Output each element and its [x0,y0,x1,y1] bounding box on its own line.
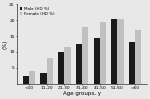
Bar [23,76,29,84]
Bar [40,73,47,84]
Y-axis label: (%): (%) [3,39,8,49]
Bar [47,58,53,84]
Bar [64,47,70,84]
Legend: Male (HD %), Female (HD %): Male (HD %), Female (HD %) [19,6,55,17]
Bar [29,71,35,84]
Bar [94,38,100,84]
Bar [100,22,106,84]
Bar [129,42,135,84]
Bar [111,19,117,84]
Bar [82,27,88,84]
Bar [58,52,64,84]
Bar [76,44,82,84]
X-axis label: Age groups, y: Age groups, y [63,91,101,96]
Bar [135,30,141,84]
Bar [117,19,124,84]
